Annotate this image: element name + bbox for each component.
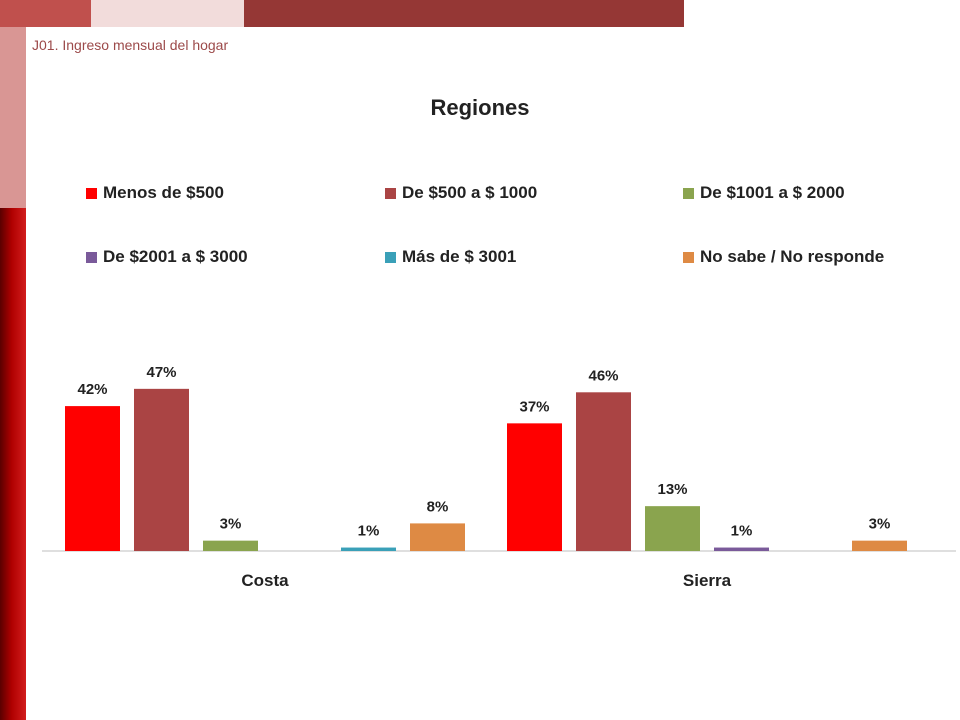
header-accent-light: [91, 0, 244, 27]
data-label: 46%: [588, 367, 618, 384]
header-accent-left: [0, 0, 91, 27]
header-accent-dark: [244, 0, 684, 27]
legend-label: De $500 a $ 1000: [402, 183, 538, 202]
slide-subtitle: J01. Ingreso mensual del hogar: [32, 37, 229, 53]
legend-swatch: [86, 251, 97, 263]
chart-title: Regiones: [430, 95, 530, 120]
bar: [714, 547, 769, 551]
bar: [507, 423, 562, 551]
bar: [852, 540, 907, 551]
data-label: 42%: [77, 381, 107, 398]
category-label: Sierra: [683, 571, 732, 590]
legend-swatch: [86, 187, 97, 199]
legend-swatch: [683, 251, 694, 263]
data-label: 1%: [358, 523, 380, 540]
legend-label: De $2001 a $ 3000: [103, 247, 248, 266]
data-label: 3%: [869, 516, 891, 533]
legend-swatch: [385, 251, 396, 263]
legend-item-mas-3001: Más de $ 3001: [385, 245, 516, 269]
side-accent-top: [0, 27, 26, 208]
legend-label: Más de $ 3001: [402, 247, 517, 266]
legend-label: No sabe / No responde: [700, 247, 885, 266]
legend-item-500-1000: De $500 a $ 1000: [385, 181, 537, 205]
bar: [203, 540, 258, 551]
data-label: 3%: [220, 516, 242, 533]
data-label: 8%: [427, 498, 449, 515]
legend-item-2001-3000: De $2001 a $ 3000: [86, 245, 248, 269]
legend-swatch: [385, 187, 396, 199]
bar: [410, 523, 465, 551]
side-accent-bottom: [0, 208, 26, 720]
legend-item-no-sabe: No sabe / No responde: [683, 245, 884, 269]
bar: [65, 406, 120, 551]
bar: [645, 506, 700, 551]
data-label: 47%: [146, 364, 176, 381]
bar: [341, 547, 396, 551]
legend-item-menos-500: Menos de $500: [86, 181, 224, 205]
bar: [134, 388, 189, 551]
data-label: 13%: [657, 481, 687, 498]
legend-item-1001-2000: De $1001 a $ 2000: [683, 181, 845, 205]
legend-swatch: [683, 187, 694, 199]
data-label: 37%: [519, 398, 549, 415]
category-label: Costa: [241, 571, 289, 590]
bar: [576, 392, 631, 551]
legend-label: Menos de $500: [103, 183, 224, 202]
legend-label: De $1001 a $ 2000: [700, 183, 845, 202]
data-label: 1%: [731, 523, 753, 540]
